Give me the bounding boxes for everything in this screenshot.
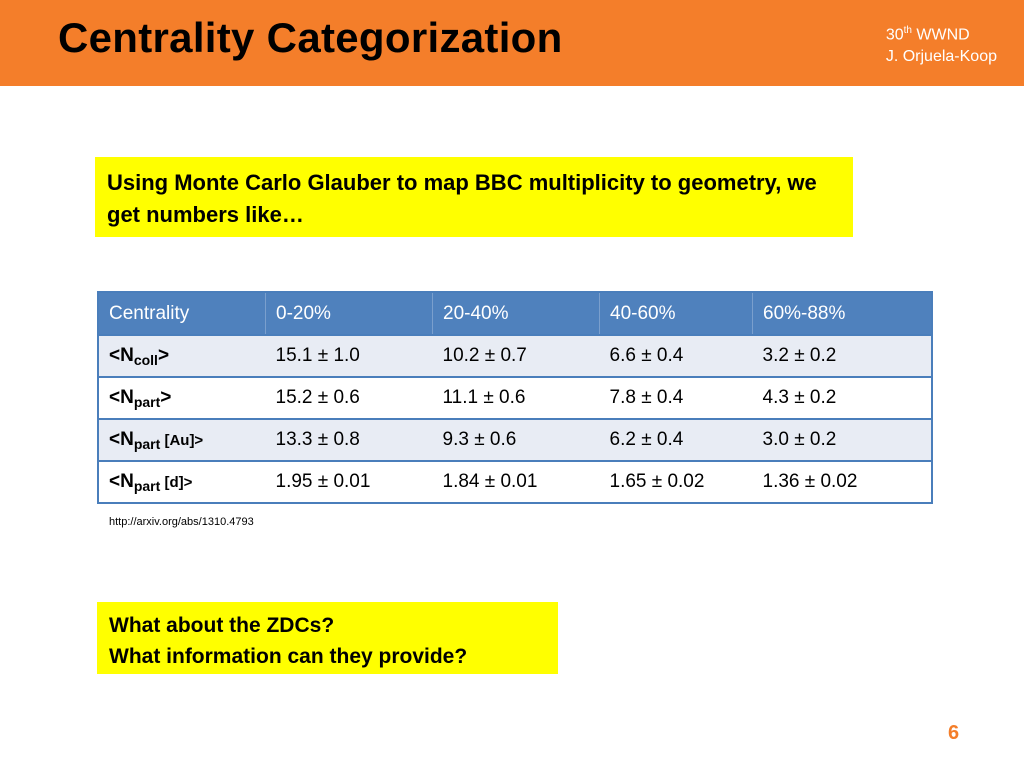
table-row: <Ncoll> 15.1 ± 1.0 10.2 ± 0.7 6.6 ± 0.4 … bbox=[98, 334, 932, 377]
table-cell: 6.2 ± 0.4 bbox=[599, 418, 753, 461]
table-cell: 6.6 ± 0.4 bbox=[599, 334, 753, 377]
row-label: <Npart> bbox=[98, 376, 266, 419]
row-label: <Ncoll> bbox=[98, 334, 266, 377]
intro-highlight-box: Using Monte Carlo Glauber to map BBC mul… bbox=[95, 157, 853, 237]
conference-info: 30th WWND J. Orjuela-Koop bbox=[886, 20, 997, 68]
table-header-cell: 40-60% bbox=[599, 292, 753, 335]
table-row: <Npart [d]> 1.95 ± 0.01 1.84 ± 0.01 1.65… bbox=[98, 460, 932, 503]
conference-name: WWND bbox=[916, 26, 970, 44]
table-cell: 9.3 ± 0.6 bbox=[432, 418, 600, 461]
table-header-row: Centrality 0-20% 20-40% 40-60% 60%-88% bbox=[98, 292, 932, 335]
table-cell: 3.0 ± 0.2 bbox=[752, 418, 932, 461]
table-cell: 4.3 ± 0.2 bbox=[752, 376, 932, 419]
table-row: <Npart [Au]> 13.3 ± 0.8 9.3 ± 0.6 6.2 ± … bbox=[98, 418, 932, 461]
slide-title: Centrality Categorization bbox=[58, 14, 563, 61]
author-name: J. Orjuela-Koop bbox=[885, 48, 997, 66]
table-cell: 1.84 ± 0.01 bbox=[432, 460, 600, 503]
table-cell: 3.2 ± 0.2 bbox=[752, 334, 932, 377]
table-header-cell: 20-40% bbox=[432, 292, 600, 335]
row-label: <Npart [d]> bbox=[98, 460, 266, 503]
row-label: <Npart [Au]> bbox=[98, 418, 266, 461]
conference-number: 30 bbox=[885, 26, 904, 44]
page-number: 6 bbox=[948, 722, 960, 744]
centrality-table: Centrality 0-20% 20-40% 40-60% 60%-88% <… bbox=[97, 291, 933, 504]
slide-header-bar bbox=[0, 0, 1024, 86]
table-cell: 11.1 ± 0.6 bbox=[432, 376, 600, 419]
table-header-cell: 0-20% bbox=[265, 292, 433, 335]
table-cell: 7.8 ± 0.4 bbox=[599, 376, 753, 419]
conference-suffix: th bbox=[903, 25, 912, 36]
question-highlight-box: What about the ZDCs? What information ca… bbox=[97, 602, 558, 674]
table-cell: 1.65 ± 0.02 bbox=[599, 460, 753, 503]
question-line-2: What information can they provide? bbox=[109, 645, 468, 668]
table-cell: 15.1 ± 1.0 bbox=[265, 334, 433, 377]
table-cell: 1.95 ± 0.01 bbox=[265, 460, 433, 503]
table-header-cell: Centrality bbox=[98, 292, 266, 335]
table-cell: 15.2 ± 0.6 bbox=[265, 376, 433, 419]
table-cell: 1.36 ± 0.02 bbox=[752, 460, 932, 503]
table-cell: 10.2 ± 0.7 bbox=[432, 334, 600, 377]
conference-line: 30th WWND bbox=[886, 20, 997, 46]
reference-link[interactable]: http://arxiv.org/abs/1310.4793 bbox=[109, 516, 254, 528]
table-header-cell: 60%-88% bbox=[752, 292, 932, 335]
table-cell: 13.3 ± 0.8 bbox=[265, 418, 433, 461]
question-line-1: What about the ZDCs? bbox=[109, 614, 335, 637]
table-row: <Npart> 15.2 ± 0.6 11.1 ± 0.6 7.8 ± 0.4 … bbox=[98, 376, 932, 419]
